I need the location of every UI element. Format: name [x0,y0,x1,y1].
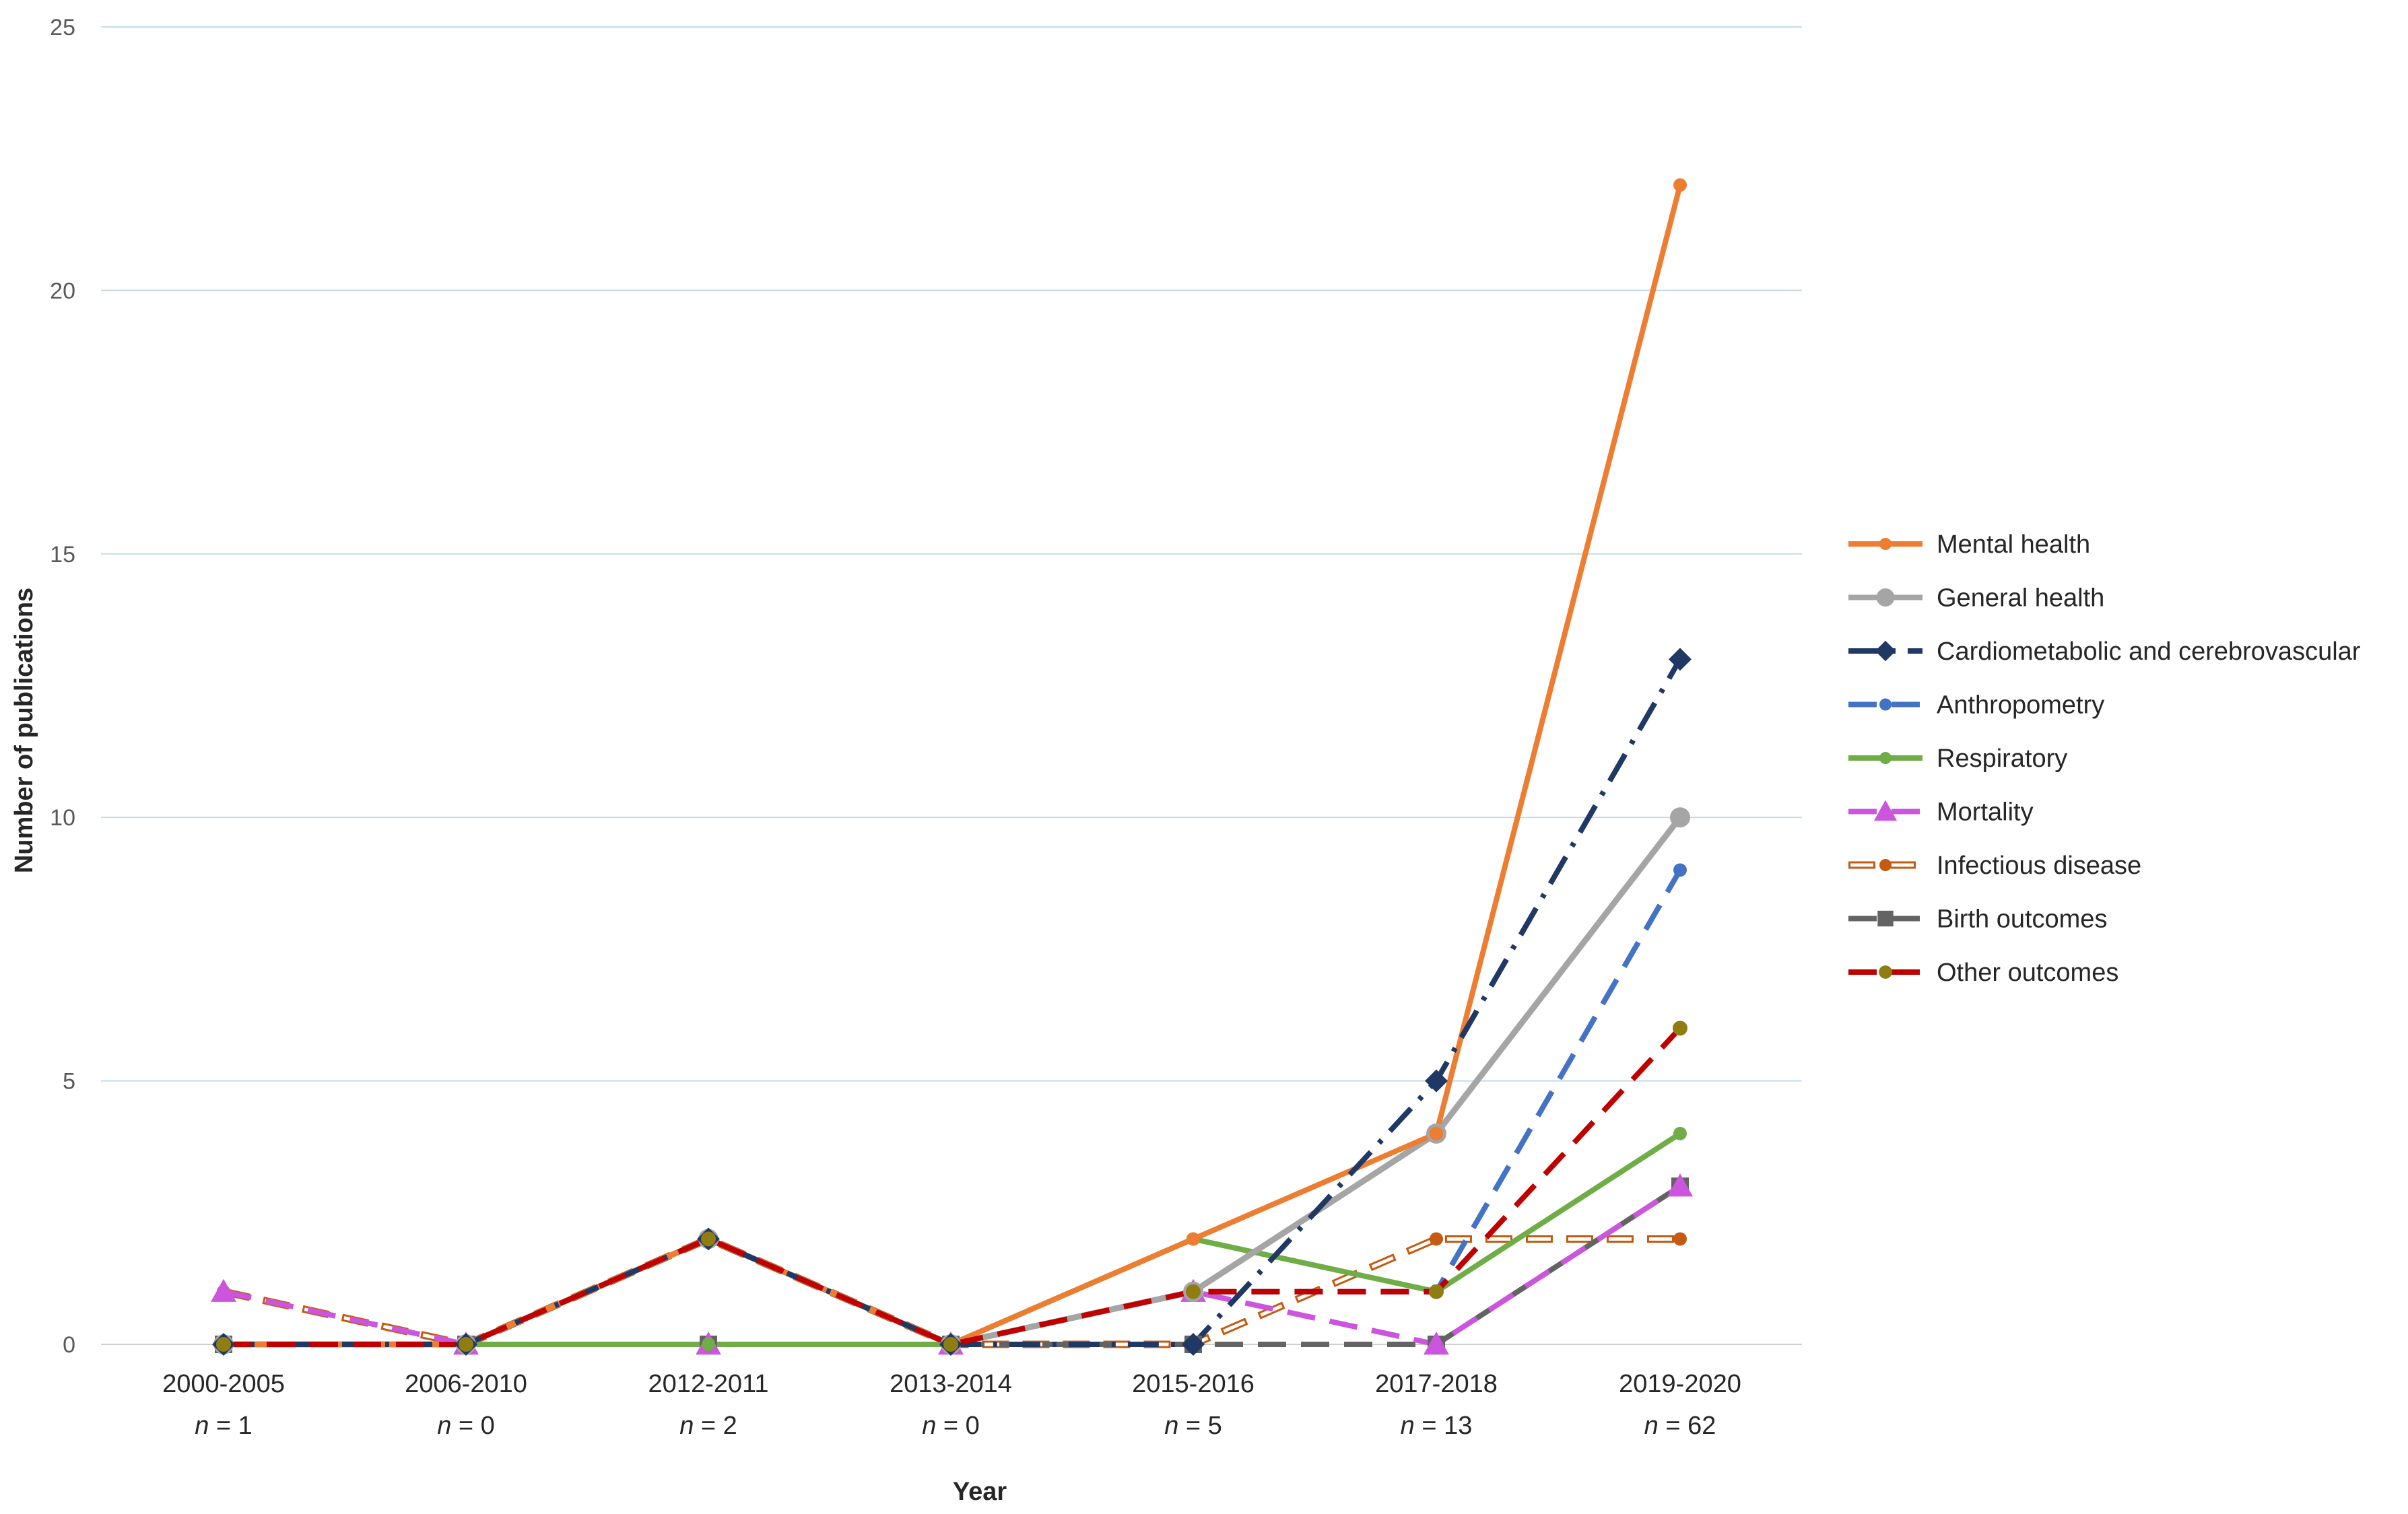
n-label-value: = 62 [1659,1412,1716,1440]
data-point [701,1231,716,1247]
n-label-prefix: n [437,1412,451,1440]
legend-item: General health [1848,584,2104,613]
x-tick-label: 2013-2014 [890,1370,1012,1398]
data-point [1424,1332,1449,1355]
legend-label: Anthropometry [1937,691,2104,720]
n-label-value: = 2 [694,1412,737,1440]
n-label-prefix: n [1164,1412,1178,1440]
data-point [1667,1173,1693,1197]
legend-label: Birth outcomes [1937,905,2107,934]
y-tick-label: 15 [50,542,75,567]
n-label-value: = 13 [1415,1412,1473,1440]
x-tick-label: 2015-2016 [1132,1370,1255,1398]
legend-label: Respiratory [1937,745,2067,773]
n-label: n = 0 [922,1412,980,1440]
legend-label: General health [1937,584,2104,613]
n-label: n = 13 [1401,1412,1473,1440]
data-point [1669,648,1692,671]
data-point [1429,1284,1444,1299]
x-tick-label: 2017-2018 [1375,1370,1498,1398]
n-label: n = 1 [195,1412,253,1440]
x-tick-label: 2012-2011 [648,1370,769,1398]
legend-marker [1879,965,1892,979]
n-label-prefix: n [679,1412,694,1440]
y-axis-ticks: 0 5 10 15 20 25 [50,15,75,1358]
legend-marker [1877,910,1894,927]
data-point [216,1337,231,1352]
data-point [1673,1126,1687,1140]
n-label-prefix: n [922,1412,936,1440]
y-axis-title: Number of publications [10,588,38,873]
legend-item: Mental health [1848,530,2090,559]
legend: Mental health General health Cardiometabol… [1848,530,2361,987]
n-label-prefix: n [1644,1412,1659,1440]
series-line-mental-health [224,184,1683,1347]
n-label: n = 5 [1164,1412,1222,1440]
n-label: n = 62 [1644,1412,1716,1440]
legend-label: Mortality [1937,798,2034,827]
n-label-value: = 0 [936,1412,979,1440]
n-label-value: = 1 [209,1412,252,1440]
y-tick-label: 0 [63,1332,75,1358]
data-point [211,1278,236,1302]
legend-marker [1879,752,1892,764]
data-point [943,1337,958,1352]
legend-marker [1875,640,1896,662]
legend-item: Anthropometry [1848,691,2104,720]
legend-label: Infectious disease [1937,852,2141,880]
x-tick-label: 2006-2010 [405,1370,527,1398]
data-point [1182,1333,1205,1356]
legend-marker [1879,859,1892,871]
data-point [1430,1232,1443,1246]
legend-item: Infectious disease [1848,852,2141,880]
y-tick-label: 10 [50,805,75,831]
legend-item: Mortality [1848,798,2034,827]
data-point [1186,1232,1200,1246]
x-axis-title: Year [953,1478,1007,1506]
data-point [702,1338,715,1351]
y-tick-label: 5 [63,1069,75,1095]
legend-item: Cardiometabolic and cerebrovascular [1848,638,2361,666]
x-tick-label: 2019-2020 [1619,1370,1741,1398]
series-lines [222,184,1683,1348]
data-point [459,1337,473,1352]
legend-item: Birth outcomes [1848,905,2107,934]
data-point [1673,1232,1687,1246]
x-tick-label: 2000-2005 [162,1370,285,1398]
legend-marker [1879,538,1892,550]
legend-label: Mental health [1937,530,2090,559]
series-line-other-outcomes [224,1026,1682,1347]
legend-item: Other outcomes [1848,959,2118,987]
legend-label: Cardiometabolic and cerebrovascular [1937,638,2361,666]
n-label-prefix: n [1401,1412,1415,1440]
gridlines [101,26,1802,1345]
data-point [1673,178,1687,192]
data-point [1673,863,1687,877]
legend-marker [1879,698,1892,711]
n-label: n = 2 [679,1412,737,1440]
legend-item: Respiratory [1848,745,2067,773]
y-tick-label: 20 [50,278,75,304]
data-point [1430,1126,1443,1140]
data-point [1186,1284,1201,1299]
data-point [1670,807,1690,828]
n-label-value: = 0 [451,1412,494,1440]
series-markers [211,178,1693,1356]
n-label: n = 0 [437,1412,495,1440]
n-label-prefix: n [195,1412,209,1440]
y-tick-label: 25 [50,15,75,40]
x-axis-ticks: 2000-2005 n = 1 2006-2010 n = 0 2012-2011 n =… [162,1370,1741,1440]
legend-label: Other outcomes [1937,959,2118,987]
n-label-value: = 5 [1178,1412,1222,1440]
data-point [1673,1021,1687,1036]
legend-marker [1876,588,1895,607]
data-point [1425,1069,1448,1093]
legend-marker [1873,800,1898,821]
